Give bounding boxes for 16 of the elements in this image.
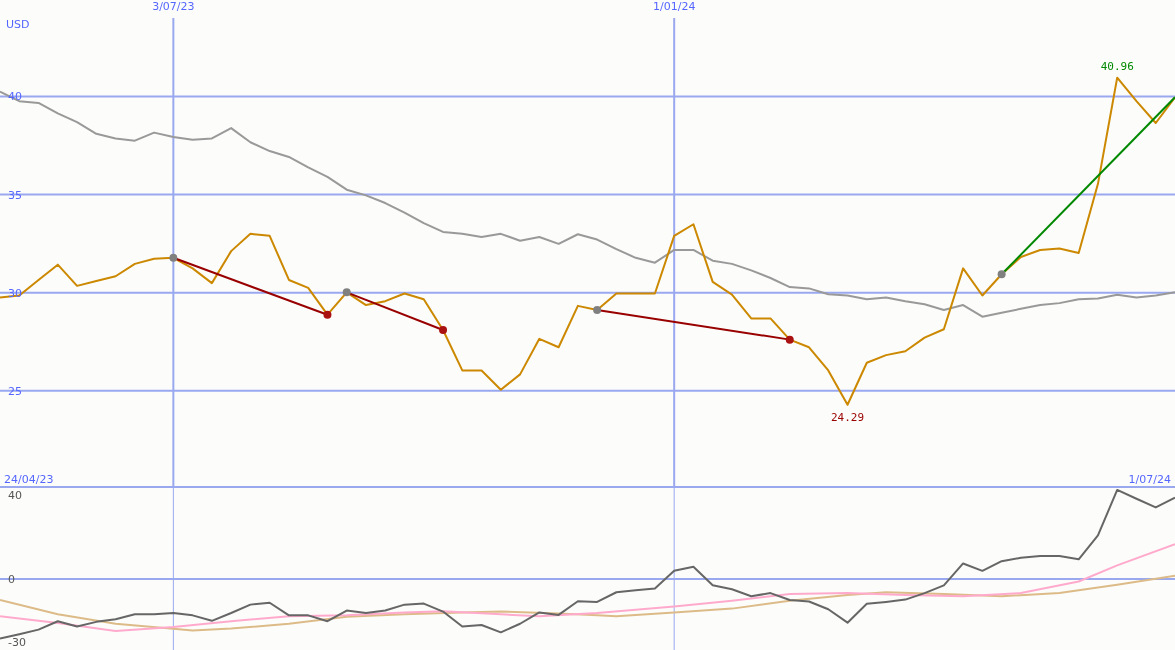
y-tick-label: 40: [8, 488, 22, 502]
y-axis-title: USD: [6, 18, 30, 31]
annotation: 24.29: [830, 410, 865, 424]
line-series: [0, 488, 1175, 640]
line-series: [0, 90, 1175, 318]
x-tick-label: 1/01/24: [652, 0, 696, 13]
y-tick-label: -30: [8, 635, 26, 649]
annotation: 1/07/24: [1128, 473, 1171, 486]
annotation: 40.96: [1100, 59, 1134, 73]
line-series: [0, 76, 1175, 406]
annotation: 24/04/23: [4, 473, 54, 486]
line-series: [0, 543, 1175, 632]
x-tick-label: 3/07/23: [152, 0, 195, 13]
y-tick-label: 35: [8, 188, 22, 202]
line-series: [0, 574, 1175, 632]
point: [997, 270, 1006, 279]
